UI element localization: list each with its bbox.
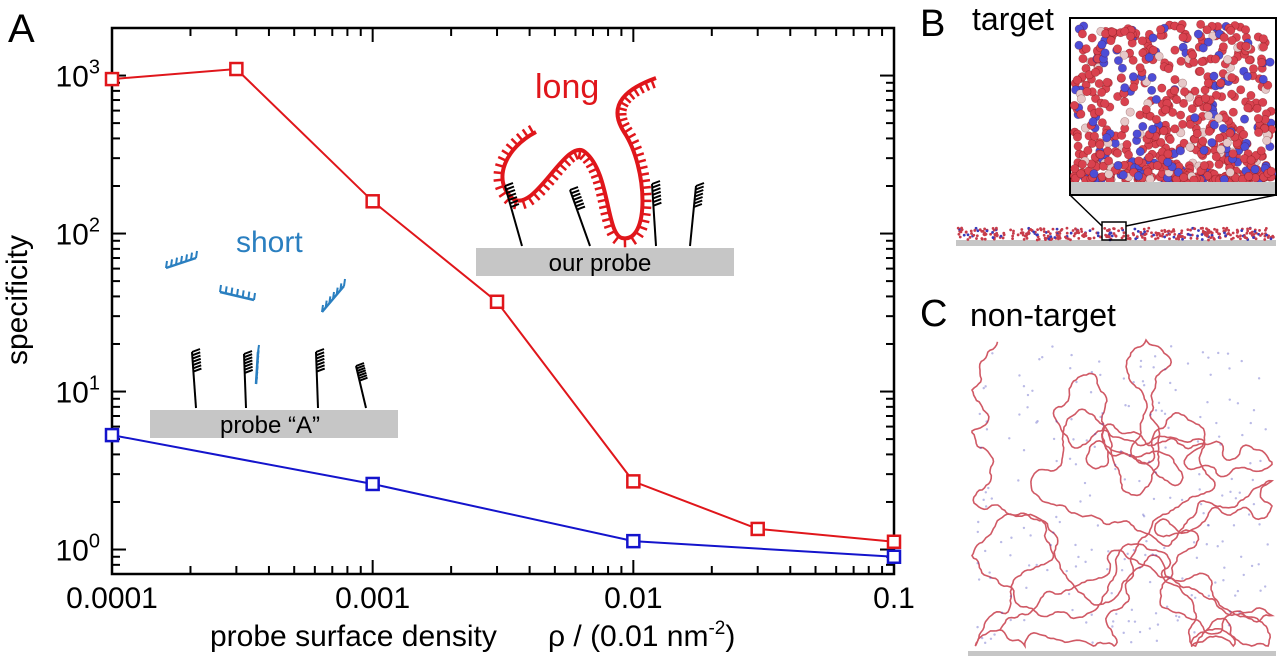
long-series-point (489, 294, 505, 310)
long-series-point (229, 61, 244, 77)
short-series-line (111, 434, 895, 558)
zoom-inset-atoms (1069, 19, 1277, 185)
probe-a-label: probe “A” (220, 412, 320, 439)
short-fragments (165, 250, 346, 385)
our-probe-label: our probe (549, 250, 652, 277)
our-probe-surface (476, 248, 734, 276)
panel-label-a: A (8, 7, 35, 51)
data-series (104, 61, 902, 565)
target-molecule-layer (956, 226, 1275, 242)
panel-label-c: C (920, 293, 947, 335)
panel-c-non-target (968, 338, 1276, 656)
long-series-point (886, 534, 902, 550)
y-tick-label: 103 (56, 57, 101, 94)
short-series-point (365, 476, 380, 492)
long-chain-bases (493, 79, 656, 248)
y-tick-label: 100 (56, 531, 101, 568)
short-target-cartoon: short probe “A” (150, 226, 398, 439)
x-tick-label: 0.0001 (66, 582, 158, 615)
target-surface (956, 240, 1276, 246)
our-probe-strands (504, 180, 705, 247)
y-tick-label: 102 (56, 215, 101, 252)
short-label: short (236, 226, 303, 259)
x-tick-label: 0.01 (604, 582, 662, 615)
long-series-point (750, 521, 765, 537)
y-tick-labels: 100 101 102 103 (56, 57, 101, 568)
long-series-point (365, 194, 380, 209)
long-target-cartoon: long our probe (476, 68, 734, 277)
short-series-point (626, 533, 641, 549)
y-axis-label: specificity (1, 235, 34, 365)
zoom-line-right (1125, 194, 1277, 227)
panel-title-c: non-target (970, 297, 1116, 333)
panel-title-b: target (972, 1, 1054, 37)
axis-ticks (111, 27, 895, 575)
zoom-line-left (1069, 194, 1103, 227)
y-tick-label: 101 (56, 373, 101, 410)
probe-a-strands (191, 348, 368, 409)
x-axis-label: probe surface density ρ / (0.01 nm-2) (210, 618, 735, 653)
x-tick-label: 0.001 (335, 582, 410, 615)
long-label: long (535, 68, 599, 106)
long-series-point (104, 71, 120, 87)
plot-frame (110, 26, 896, 576)
non-target-surface (968, 651, 1276, 656)
short-series-point (104, 427, 120, 443)
x-tick-label: 0.1 (873, 582, 915, 615)
zoom-inset-surface (1071, 182, 1275, 194)
long-series-point (626, 474, 641, 489)
probe-a-surface (150, 410, 398, 438)
short-series-point (886, 549, 902, 565)
panel-label-b: B (920, 3, 945, 45)
non-target-coil (971, 338, 1275, 649)
x-tick-labels: 0.0001 0.001 0.01 0.1 (66, 582, 915, 615)
panel-b-target (956, 17, 1277, 246)
zoom-source-box (1101, 221, 1127, 241)
